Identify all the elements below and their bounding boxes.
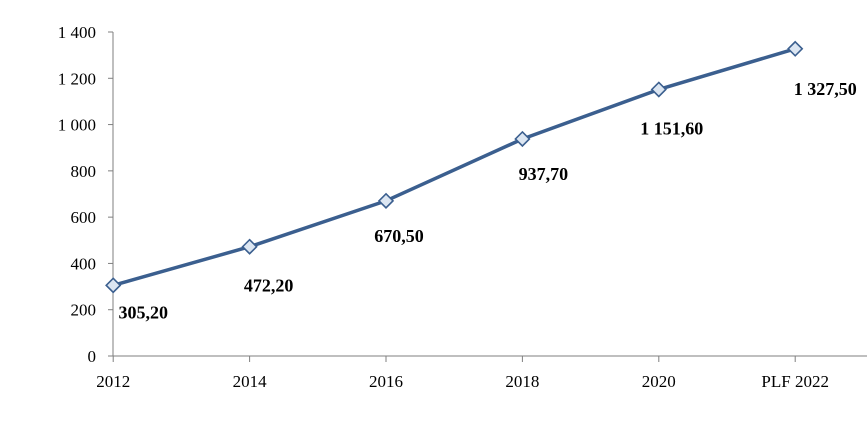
series-layer xyxy=(105,40,804,294)
data-point-marker xyxy=(377,192,395,209)
y-tick-label: 1 200 xyxy=(58,69,96,88)
x-tick-label: 2018 xyxy=(505,372,539,391)
x-tick-label: 2012 xyxy=(96,372,130,391)
y-tick-label: 400 xyxy=(71,254,97,273)
data-label: 937,70 xyxy=(519,164,569,184)
y-tick-label: 200 xyxy=(71,301,97,320)
data-point-marker xyxy=(787,40,804,57)
data-point-marker xyxy=(514,130,531,148)
y-tick-label: 600 xyxy=(71,208,97,227)
x-tick-label: 2014 xyxy=(233,372,268,391)
data-label: 1 327,50 xyxy=(794,79,857,99)
y-tick-label: 1 000 xyxy=(58,116,96,135)
x-tick-label: 2020 xyxy=(642,372,676,391)
x-tick-label: PLF 2022 xyxy=(761,372,829,391)
series-line xyxy=(112,47,796,288)
y-tick-label: 0 xyxy=(88,347,97,366)
data-point-marker xyxy=(650,81,667,98)
y-tick-label: 1 400 xyxy=(58,23,96,42)
y-tick-label: 800 xyxy=(71,162,97,181)
data-labels: 305,20 472,20 670,50 937,70 1 151,60 1 327,50 xyxy=(118,79,856,323)
y-axis-ticks: 0 200 400 600 800 1 000 1 200 1 400 xyxy=(58,23,113,366)
data-point-marker xyxy=(105,277,122,294)
x-tick-label: 2016 xyxy=(369,372,403,391)
data-label: 1 151,60 xyxy=(640,118,703,138)
data-label: 670,50 xyxy=(374,226,424,246)
x-axis-ticks: 2012 2014 2016 2018 2020 PLF 2022 xyxy=(96,356,829,391)
data-label: 305,20 xyxy=(118,302,168,322)
data-point-marker xyxy=(241,238,258,255)
data-label: 472,20 xyxy=(244,276,294,296)
